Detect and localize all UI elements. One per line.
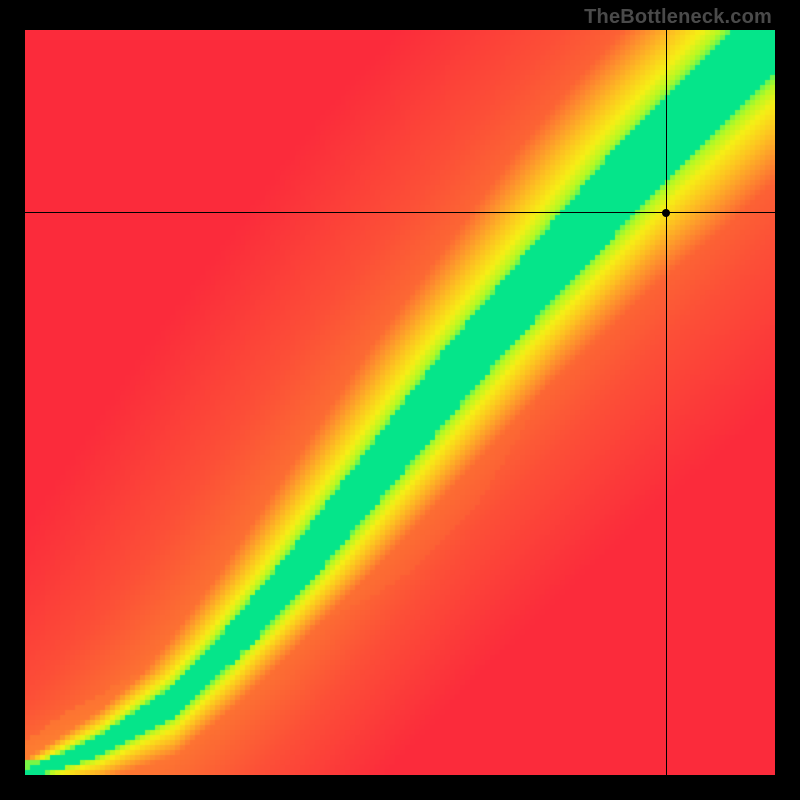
watermark-text: TheBottleneck.com [584,6,772,29]
crosshair-vertical [666,0,667,800]
bottleneck-heatmap [25,30,775,775]
chart-container: TheBottleneck.com [0,0,800,800]
crosshair-marker-dot [662,209,670,217]
crosshair-horizontal [0,212,800,213]
